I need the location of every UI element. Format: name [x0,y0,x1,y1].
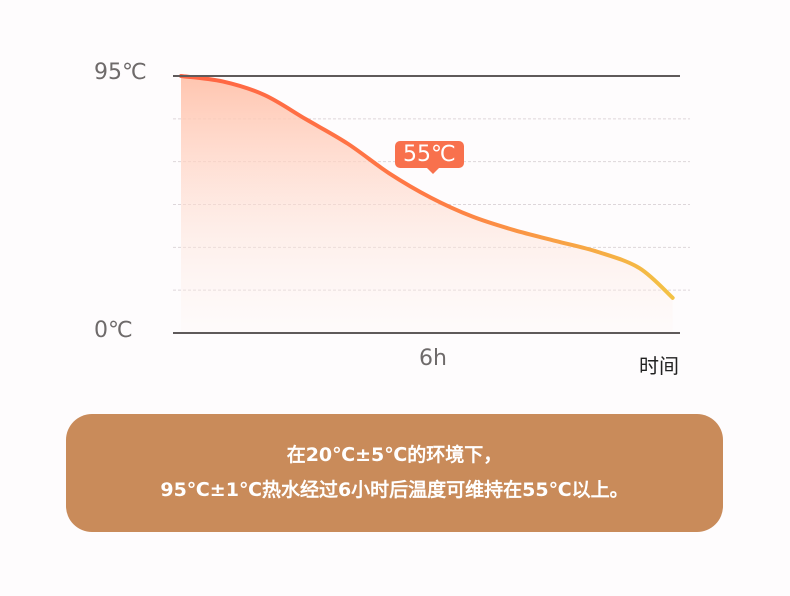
note-line-1: 在20℃±5℃的环境下， [286,444,503,466]
x-tick-6h: 6h [419,346,447,371]
y-tick-95: 95℃ [94,60,147,85]
temperature-line [179,74,675,300]
temperature-chart [173,74,690,334]
y-tick-0: 0℃ [94,318,133,343]
area-fill [181,76,673,333]
x-axis-label: 时间 [639,354,679,378]
note-line-2: 95℃±1℃热水经过6小时后温度可维持在55℃以上。 [160,479,629,501]
annotation-callout: 55℃ [395,141,464,174]
info-note: 在20℃±5℃的环境下， 95℃±1℃热水经过6小时后温度可维持在55℃以上。 [66,414,723,532]
